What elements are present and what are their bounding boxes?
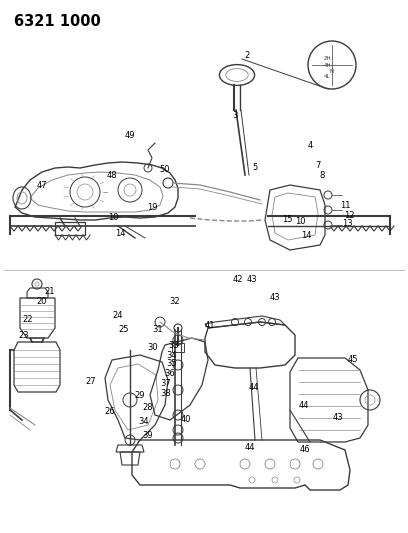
Text: 45: 45 — [348, 356, 358, 365]
Text: 6321 1000: 6321 1000 — [14, 14, 101, 29]
Text: 14: 14 — [115, 230, 125, 238]
Text: 20: 20 — [37, 297, 47, 306]
Text: 25: 25 — [119, 326, 129, 335]
Text: 2: 2 — [244, 51, 250, 60]
Text: 23: 23 — [19, 330, 29, 340]
Text: 42: 42 — [233, 276, 243, 285]
Text: 31: 31 — [153, 326, 163, 335]
Text: 44: 44 — [245, 442, 255, 451]
Text: 30: 30 — [148, 343, 158, 351]
Text: 10: 10 — [295, 217, 305, 227]
Text: 48: 48 — [106, 171, 118, 180]
Text: 4: 4 — [307, 141, 313, 149]
Text: 44: 44 — [249, 384, 259, 392]
Text: 43: 43 — [333, 414, 343, 423]
Text: 8: 8 — [319, 171, 325, 180]
Text: 15: 15 — [282, 215, 292, 224]
Text: 21: 21 — [45, 287, 55, 296]
Text: 41: 41 — [205, 320, 215, 329]
Text: 27: 27 — [86, 377, 96, 386]
Text: 35: 35 — [167, 359, 177, 368]
Text: 40: 40 — [181, 416, 191, 424]
Text: 22: 22 — [23, 316, 33, 325]
Text: 24: 24 — [113, 311, 123, 320]
Text: 4H: 4H — [324, 63, 332, 68]
Text: N: N — [329, 69, 333, 74]
Text: 36: 36 — [164, 369, 175, 378]
Text: 44: 44 — [299, 400, 309, 409]
Text: 34: 34 — [167, 351, 177, 359]
Text: 34: 34 — [139, 417, 149, 426]
Text: 28: 28 — [143, 403, 153, 413]
Text: 3: 3 — [232, 110, 238, 119]
Text: 43: 43 — [247, 276, 257, 285]
Text: 32: 32 — [170, 297, 180, 306]
Text: 11: 11 — [340, 200, 350, 209]
Text: 10: 10 — [108, 214, 118, 222]
Text: 37: 37 — [161, 378, 171, 387]
Text: 50: 50 — [160, 166, 170, 174]
Text: 26: 26 — [105, 408, 115, 416]
Text: 5: 5 — [253, 164, 257, 173]
Text: 14: 14 — [301, 230, 311, 239]
Text: 7: 7 — [315, 160, 321, 169]
Text: 4L: 4L — [324, 74, 330, 79]
Text: 47: 47 — [37, 181, 47, 190]
Text: 49: 49 — [125, 131, 135, 140]
Text: 19: 19 — [147, 203, 157, 212]
Text: 46: 46 — [300, 446, 310, 455]
Text: 2H: 2H — [324, 56, 332, 61]
Text: 39: 39 — [143, 431, 153, 440]
Text: 43: 43 — [270, 294, 280, 303]
Text: 13: 13 — [341, 220, 353, 229]
Text: 12: 12 — [344, 211, 354, 220]
Text: 33: 33 — [169, 341, 180, 350]
Text: 38: 38 — [161, 389, 171, 398]
Text: 29: 29 — [135, 391, 145, 400]
